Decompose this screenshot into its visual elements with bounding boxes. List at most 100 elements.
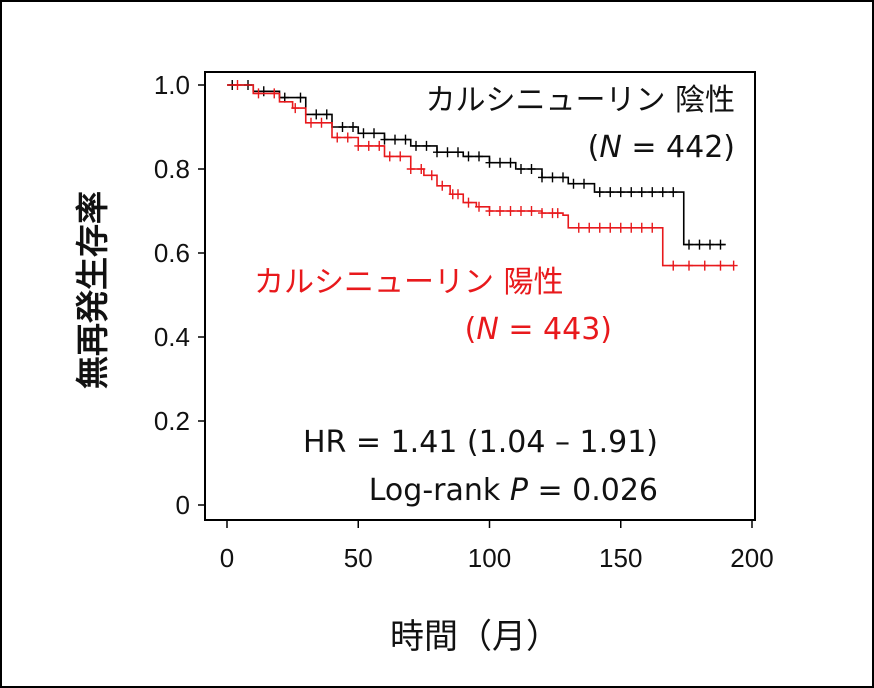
censor-mark (517, 206, 525, 216)
censor-mark (406, 164, 415, 174)
series-layer (227, 80, 738, 271)
censor-mark (464, 151, 473, 162)
censor-mark (669, 260, 678, 271)
y-tick-label: 0.6 (154, 238, 190, 268)
series-positive (227, 80, 738, 271)
censor-mark (616, 222, 625, 233)
censor-mark (527, 206, 536, 216)
censor-mark (454, 189, 462, 200)
censor-mark (291, 103, 300, 114)
censor-mark (317, 117, 326, 128)
censor-mark (454, 147, 462, 158)
censor-mark (695, 239, 704, 250)
censor-mark (380, 134, 389, 145)
censor-mark (595, 187, 604, 198)
censor-mark (658, 187, 667, 198)
censor-mark (627, 187, 636, 198)
y-tick-label: 0 (176, 490, 190, 520)
censor-mark (506, 157, 515, 168)
x-axis-title: 時間（月） (390, 617, 560, 657)
censor-mark (553, 208, 562, 219)
censor-mark (506, 206, 515, 216)
logrank-text: Log-rank P = 0.026 (369, 473, 658, 508)
censor-mark (538, 208, 546, 219)
censor-mark (485, 157, 494, 168)
censor-mark (401, 134, 410, 145)
censor-mark (359, 128, 368, 139)
censor-mark (706, 239, 714, 250)
censor-mark (685, 260, 693, 271)
censor-mark (412, 140, 420, 151)
censor-mark (427, 170, 436, 181)
legend-negative-label: カルシニューリン 陰性 (425, 83, 735, 118)
censor-mark (354, 140, 363, 151)
censor-mark (396, 151, 405, 162)
censor-mark (669, 187, 678, 198)
censor-mark (438, 180, 447, 191)
x-tick-label: 50 (344, 543, 373, 573)
censor-mark (496, 206, 504, 216)
censor-mark (307, 117, 315, 128)
censor-mark (349, 122, 357, 132)
x-axis-ticks: 0 50 100 150 200 (220, 520, 774, 573)
censor-mark (559, 172, 567, 183)
censor-mark (254, 88, 263, 99)
legend-positive-label: カルシニューリン 陽性 (254, 265, 564, 300)
censor-mark (475, 201, 483, 212)
y-axis-title: 無再発生存率 (73, 191, 112, 389)
censor-mark (270, 88, 279, 99)
x-tick-label: 200 (730, 543, 773, 573)
censor-mark (574, 222, 583, 233)
censor-mark (685, 239, 693, 250)
censor-mark (527, 164, 536, 174)
censor-mark (422, 140, 431, 151)
censor-mark (364, 140, 373, 151)
censor-mark (296, 92, 305, 103)
censor-mark (496, 157, 504, 168)
censor-mark (322, 109, 331, 120)
censor-mark (375, 140, 384, 151)
y-tick-label: 1.0 (154, 70, 190, 100)
censor-mark (464, 197, 473, 208)
y-axis-ticks: 0 0.2 0.4 0.6 0.8 1.0 (154, 70, 205, 520)
y-tick-label: 0.2 (154, 406, 190, 436)
y-tick-label: 0.8 (154, 154, 190, 184)
censor-mark (538, 172, 546, 183)
censor-mark (729, 260, 738, 271)
censor-mark (443, 147, 452, 158)
censor-mark (338, 122, 347, 132)
censor-mark (259, 86, 268, 97)
censor-mark (417, 164, 426, 174)
censor-mark (595, 222, 604, 233)
censor-mark (585, 222, 594, 233)
legend-negative-n: (N = 442) (588, 130, 735, 165)
censor-mark (517, 164, 525, 174)
censor-mark (312, 109, 321, 120)
censor-mark (280, 92, 289, 103)
legend-positive-n: (N = 443) (465, 312, 612, 347)
censor-mark (637, 222, 646, 233)
censor-mark (475, 151, 483, 162)
x-tick-label: 100 (468, 543, 511, 573)
censor-mark (648, 222, 657, 233)
censor-mark (716, 239, 725, 250)
censor-mark (616, 187, 625, 198)
censor-mark (391, 134, 399, 145)
x-tick-label: 0 (220, 543, 234, 573)
censor-mark (385, 151, 394, 162)
censor-mark (485, 206, 494, 216)
censor-mark (548, 172, 557, 183)
censor-mark (627, 222, 636, 233)
y-tick-label: 0.4 (154, 322, 190, 352)
censor-mark (716, 260, 725, 271)
x-tick-label: 150 (599, 543, 642, 573)
censor-mark (580, 178, 588, 189)
hazard-ratio-text: HR = 1.41 (1.04 – 1.91) (303, 425, 658, 460)
censor-mark (606, 222, 615, 233)
censor-mark (606, 187, 615, 198)
plot-area (204, 71, 756, 521)
censor-mark (233, 80, 242, 90)
censor-mark (700, 260, 709, 271)
censor-mark (569, 178, 578, 189)
